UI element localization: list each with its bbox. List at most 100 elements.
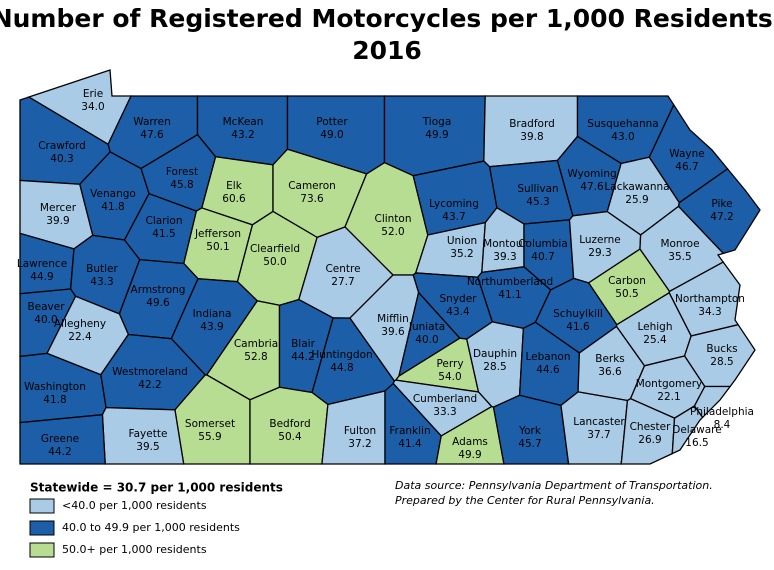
county-value: 33.3 <box>433 406 456 418</box>
county-value: 42.2 <box>138 379 161 391</box>
county-name: Lehigh <box>637 321 672 333</box>
county-name: Philadelphia <box>690 406 754 418</box>
county-name: York <box>518 425 542 437</box>
county-name: Clinton <box>374 213 411 225</box>
county-name: Crawford <box>38 140 86 152</box>
county <box>19 413 106 465</box>
county-name: Clarion <box>146 215 183 227</box>
county-value: 39.9 <box>46 215 69 227</box>
county-value: 26.9 <box>638 434 661 446</box>
county-name: Franklin <box>389 425 430 437</box>
county-name: Clearfield <box>250 243 300 255</box>
county-value: 52.8 <box>244 351 267 363</box>
county-name: Bucks <box>706 343 737 355</box>
title-line: Number of Registered Motorcycles per 1,0… <box>0 4 774 33</box>
county-name: Schuylkill <box>553 308 603 320</box>
county-name: Montour <box>483 238 527 250</box>
county-value: 25.9 <box>625 194 648 206</box>
county-value: 49.9 <box>458 449 481 461</box>
county-name: Carbon <box>608 275 646 287</box>
county-name: Greene <box>41 433 79 445</box>
county-value: 43.0 <box>611 131 634 143</box>
county-value: 49.6 <box>146 297 170 309</box>
county-value: 40.3 <box>50 153 73 165</box>
county-name: Indiana <box>193 308 232 320</box>
county-value: 43.9 <box>200 321 223 333</box>
county-value: 37.2 <box>348 438 371 450</box>
county-value: 40.7 <box>531 251 554 263</box>
county-value: 45.7 <box>518 438 541 450</box>
county-value: 45.8 <box>170 179 193 191</box>
legend-label: 40.0 to 49.9 per 1,000 residents <box>62 521 240 534</box>
county-value: 41.4 <box>398 438 422 450</box>
county-value: 54.0 <box>438 371 461 383</box>
county-name: Dauphin <box>473 348 517 360</box>
county-name: Adams <box>452 436 488 448</box>
county-name: Venango <box>90 188 136 200</box>
county-name: Berks <box>595 353 625 365</box>
county-value: 36.6 <box>598 366 622 378</box>
county-value: 50.5 <box>615 288 638 300</box>
county-value: 41.1 <box>498 289 521 301</box>
county-name: Montgomery <box>636 378 703 390</box>
county-name: Tioga <box>422 116 452 128</box>
county-value: 41.8 <box>101 201 124 213</box>
county-value: 41.6 <box>566 321 590 333</box>
county-value: 73.6 <box>300 193 324 205</box>
county-value: 44.2 <box>291 351 314 363</box>
county-name: Erie <box>83 88 103 100</box>
counties: Erie34.0Crawford40.3Warren47.6McKean43.2… <box>17 69 761 465</box>
county-value: 29.3 <box>588 247 611 259</box>
county-value: 44.6 <box>536 364 560 376</box>
county-name: Northumberland <box>467 276 553 288</box>
county-value: 47.6 <box>140 129 164 141</box>
county-name: Lebanon <box>526 351 571 363</box>
statewide-note: Statewide = 30.7 per 1,000 residents <box>30 481 283 495</box>
county-value: 55.9 <box>198 431 221 443</box>
county-name: Mercer <box>40 202 77 214</box>
county-name: Wayne <box>669 148 704 160</box>
county-name: Potter <box>316 116 348 128</box>
county-name: Northampton <box>675 293 745 305</box>
county-name: Cambria <box>234 338 278 350</box>
county-name: Blair <box>291 338 315 350</box>
county-name: Cumberland <box>413 393 477 405</box>
source-line: Data source: Pennsylvania Department of … <box>395 479 713 492</box>
county-name: Armstrong <box>131 284 186 296</box>
county-value: 16.5 <box>685 437 708 449</box>
county-name: Fulton <box>344 425 376 437</box>
county-value: 35.2 <box>450 248 473 260</box>
county-value: 22.4 <box>68 331 92 343</box>
county-value: 43.2 <box>231 129 254 141</box>
county-name: Jefferson <box>194 228 241 240</box>
county-name: Centre <box>325 263 360 275</box>
county-value: 43.7 <box>442 211 465 223</box>
county-value: 50.1 <box>206 241 229 253</box>
county-value: 47.6 <box>580 181 604 193</box>
county-name: Elk <box>226 180 243 192</box>
county-name: Delaware <box>672 424 721 436</box>
county-name: Columbia <box>518 238 568 250</box>
county-value: 40.0 <box>34 314 57 326</box>
county-name: Westmoreland <box>112 366 188 378</box>
county-value: 44.9 <box>30 271 53 283</box>
county-name: Forest <box>166 166 198 178</box>
county-name: Lancaster <box>573 416 625 428</box>
county-value: 49.9 <box>425 129 448 141</box>
county-name: Somerset <box>185 418 235 430</box>
legend-swatch <box>29 542 55 558</box>
county-name: Bedford <box>269 418 310 430</box>
county-name: Fayette <box>129 428 168 440</box>
county-value: 28.5 <box>483 361 506 373</box>
county-name: Perry <box>436 358 463 370</box>
county-value: 37.7 <box>587 429 610 441</box>
county-value: 52.0 <box>381 226 404 238</box>
county-name: Lawrence <box>17 258 67 270</box>
legend-label: <40.0 per 1,000 residents <box>62 499 207 512</box>
county-value: 27.7 <box>331 276 354 288</box>
county-value: 22.1 <box>657 391 680 403</box>
county-name: Snyder <box>440 293 478 305</box>
legend: <40.0 per 1,000 residents 40.0 to 49.9 pe… <box>29 498 240 558</box>
county-name: Huntingdon <box>311 349 372 361</box>
